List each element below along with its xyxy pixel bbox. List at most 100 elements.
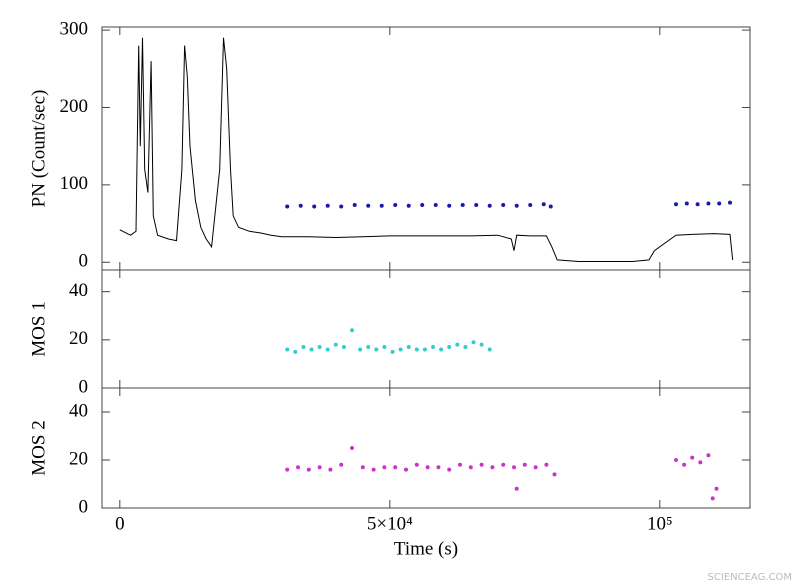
data-point [366, 345, 371, 350]
y-tick-label: 0 [79, 496, 89, 517]
y-tick-label: 300 [60, 18, 89, 39]
data-point [463, 345, 468, 350]
data-point [325, 347, 330, 352]
y-tick-label: 20 [69, 328, 88, 349]
data-point [541, 202, 546, 207]
data-point [479, 462, 484, 467]
data-point [501, 202, 506, 207]
data-point [420, 202, 425, 207]
data-point [425, 465, 430, 470]
data-point [447, 345, 452, 350]
data-point [393, 465, 398, 470]
data-point [710, 496, 715, 501]
data-point [371, 467, 376, 472]
data-point [285, 204, 290, 209]
data-point [690, 455, 695, 460]
data-point [406, 345, 411, 350]
x-axis-label: Time (s) [394, 538, 458, 559]
data-point [285, 347, 290, 352]
data-point [382, 345, 387, 350]
data-point [398, 347, 403, 352]
data-point [301, 345, 306, 350]
data-point [684, 201, 689, 206]
watermark: SCIENCEAG.COM [708, 572, 792, 583]
data-point [552, 472, 557, 477]
x-tick-label: 0 [115, 513, 125, 534]
data-point [674, 458, 679, 462]
data-point [436, 465, 441, 470]
data-point [414, 347, 419, 352]
y-tick-label: 0 [79, 251, 89, 272]
data-point [460, 202, 465, 207]
data-point [317, 345, 322, 350]
data-point [682, 462, 687, 467]
data-point [455, 342, 460, 347]
data-point [390, 349, 395, 354]
data-point [728, 200, 733, 205]
data-point [433, 202, 438, 207]
data-point [317, 465, 322, 470]
data-point [512, 465, 517, 470]
y-axis-label: PN (Count/sec) [28, 90, 49, 208]
data-point [406, 203, 411, 208]
data-point [414, 462, 419, 467]
data-point [458, 462, 463, 467]
data-point [487, 347, 492, 352]
data-point [339, 204, 344, 209]
data-point [514, 486, 519, 491]
data-point [325, 203, 330, 208]
data-point [296, 465, 301, 470]
data-point [528, 202, 533, 207]
data-point [514, 203, 519, 208]
data-point [366, 203, 371, 208]
data-point [447, 203, 452, 208]
y-axis-label: MOS 1 [28, 301, 49, 356]
data-point [350, 328, 355, 333]
data-point [382, 465, 387, 470]
x-tick-label: 10⁵ [647, 513, 673, 534]
x-tick-label: 5×10⁴ [367, 513, 413, 534]
data-point [352, 202, 357, 207]
data-point [468, 465, 473, 470]
panel-frame [101, 26, 751, 271]
data-point [312, 204, 317, 209]
data-point [339, 462, 344, 467]
data-point [479, 342, 484, 347]
panel-frame [101, 387, 751, 509]
data-point [706, 201, 711, 206]
data-point [341, 345, 346, 350]
data-point [674, 202, 679, 207]
y-tick-label: 40 [69, 280, 88, 301]
data-point [544, 462, 549, 467]
data-point [404, 467, 409, 472]
light-curve [119, 37, 734, 262]
data-point [379, 203, 384, 208]
data-point [714, 486, 719, 491]
data-point [522, 462, 527, 467]
data-point [431, 345, 436, 350]
data-point [333, 342, 338, 347]
data-point [422, 347, 427, 352]
data-point [501, 462, 506, 467]
data-point [698, 460, 703, 465]
data-point [360, 465, 365, 470]
data-point [374, 347, 379, 352]
data-point [358, 347, 363, 352]
data-point [706, 453, 711, 458]
data-point [328, 467, 333, 472]
y-tick-label: 200 [60, 96, 89, 117]
data-point [285, 467, 290, 472]
data-point [717, 201, 722, 206]
data-point [548, 204, 553, 209]
data-point [471, 340, 476, 345]
data-point [393, 202, 398, 207]
data-point [533, 465, 538, 470]
data-point [695, 202, 700, 207]
data-point [298, 203, 303, 208]
y-tick-label: 40 [69, 400, 88, 421]
data-point [490, 465, 495, 470]
data-point [309, 347, 314, 352]
data-point [350, 446, 355, 450]
data-point [306, 467, 311, 472]
